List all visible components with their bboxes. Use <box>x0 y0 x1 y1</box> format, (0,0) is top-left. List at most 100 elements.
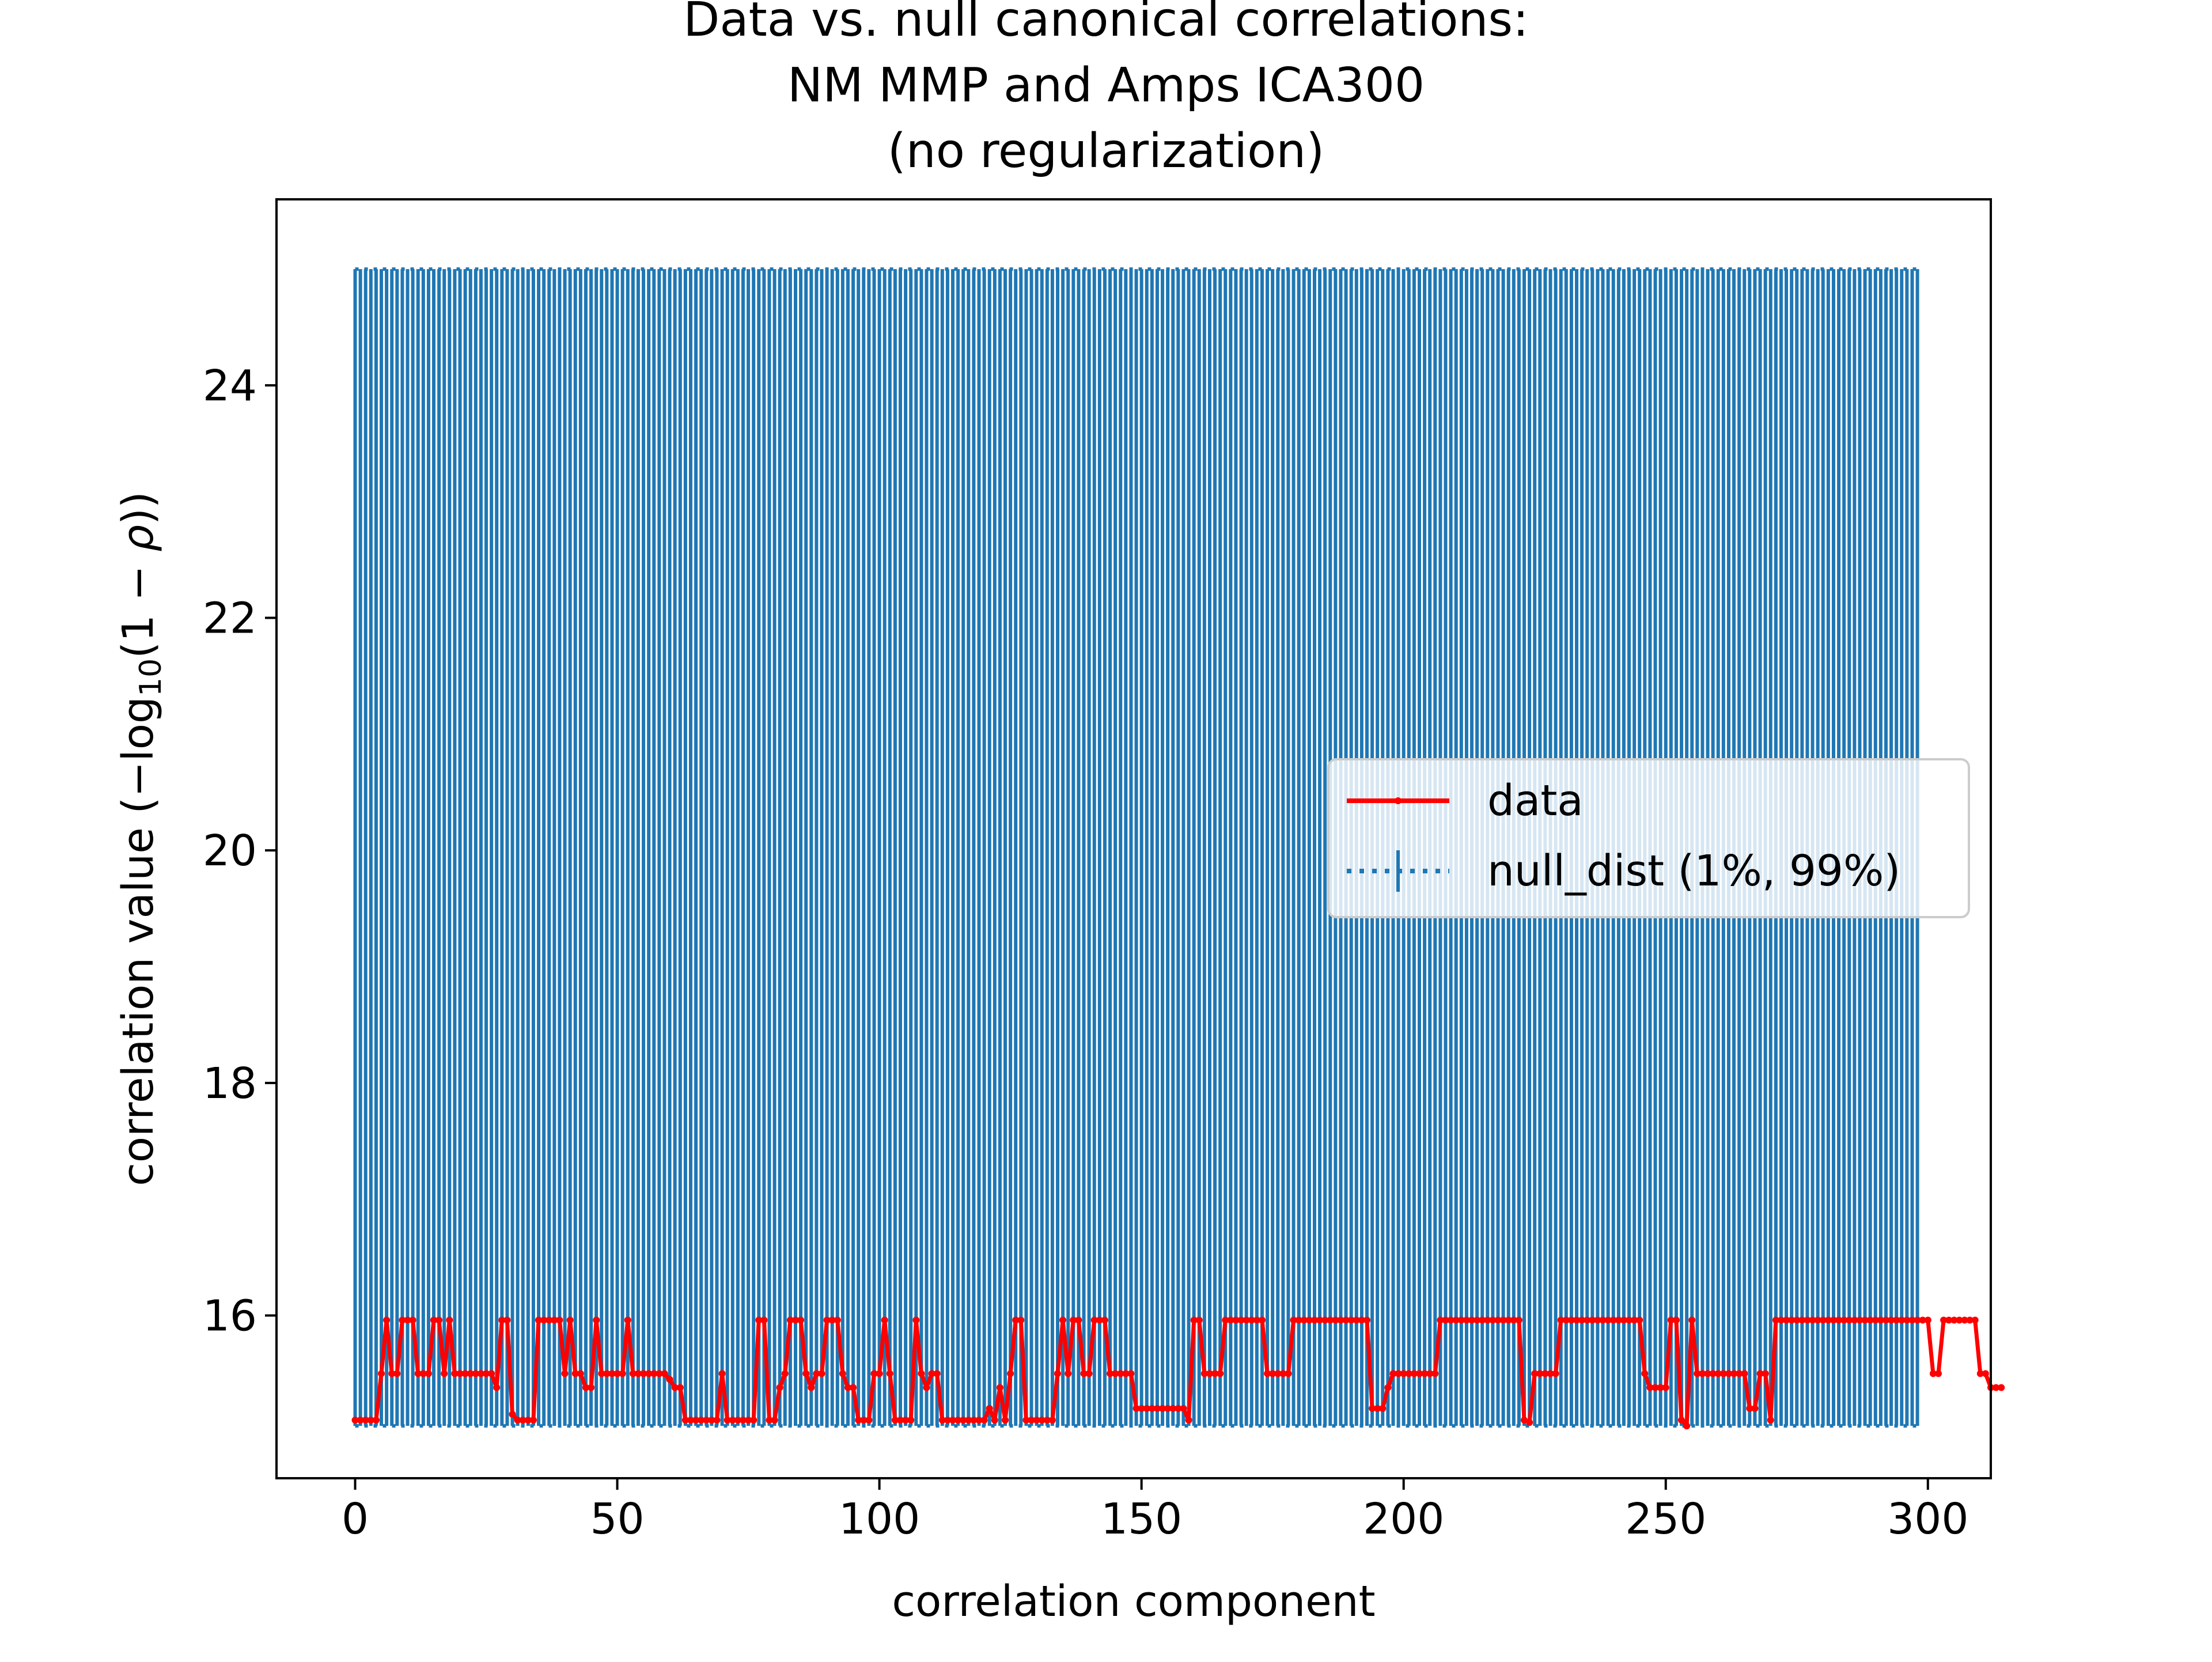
data-point <box>1295 1316 1302 1324</box>
data-point <box>1232 1316 1240 1324</box>
data-point <box>1961 1316 1968 1324</box>
data-point <box>1384 1384 1392 1391</box>
data-point <box>1741 1370 1748 1377</box>
data-point <box>640 1370 647 1377</box>
data-point <box>991 1417 998 1424</box>
data-point <box>593 1316 600 1324</box>
data-point <box>1426 1370 1434 1377</box>
data-point <box>467 1370 474 1377</box>
legend-data-marker-icon <box>1395 797 1402 804</box>
data-point <box>1379 1404 1387 1412</box>
data-point <box>1248 1316 1255 1324</box>
data-point <box>656 1370 663 1377</box>
data-point <box>1793 1316 1801 1324</box>
data-point <box>1788 1316 1796 1324</box>
data-point <box>1353 1316 1360 1324</box>
data-point <box>897 1417 904 1424</box>
data-point <box>996 1384 1003 1391</box>
data-point <box>724 1417 731 1424</box>
data-point <box>1567 1316 1575 1324</box>
data-point <box>1169 1404 1177 1412</box>
data-point <box>1195 1316 1203 1324</box>
data-point <box>1358 1316 1365 1324</box>
data-point <box>1468 1316 1475 1324</box>
data-point <box>1609 1316 1617 1324</box>
data-point <box>802 1370 810 1377</box>
data-point <box>1211 1370 1219 1377</box>
data-point <box>1022 1417 1030 1424</box>
data-point <box>1337 1316 1344 1324</box>
data-point <box>1883 1316 1889 1324</box>
data-point <box>1132 1404 1140 1412</box>
data-point <box>619 1370 626 1377</box>
data-point <box>698 1417 705 1424</box>
data-point <box>1762 1370 1769 1377</box>
x-axis-label: correlation component <box>892 1577 1375 1626</box>
data-point <box>792 1316 799 1324</box>
data-series-points <box>351 1316 2005 1430</box>
data-point <box>1746 1404 1753 1412</box>
data-point <box>855 1417 862 1424</box>
data-point <box>970 1417 978 1424</box>
data-point <box>1626 1316 1633 1324</box>
data-point <box>1531 1370 1539 1377</box>
data-point <box>1814 1316 1821 1324</box>
data-point <box>1159 1404 1166 1412</box>
data-point <box>566 1316 574 1324</box>
data-point <box>708 1417 715 1424</box>
y-axis-label: correlation value (−log10(1 − ρ)) <box>113 491 168 1186</box>
data-point <box>1562 1316 1570 1324</box>
data-point <box>1778 1316 1785 1324</box>
data-point <box>1227 1316 1234 1324</box>
data-point <box>1479 1316 1486 1324</box>
data-point <box>1279 1370 1287 1377</box>
data-point <box>1374 1404 1381 1412</box>
legend: data null_dist (1%, 99%) <box>1327 758 1970 918</box>
data-point <box>425 1370 432 1377</box>
data-point <box>430 1316 437 1324</box>
data-point <box>1259 1316 1266 1324</box>
data-point <box>1452 1316 1460 1324</box>
data-point <box>1783 1316 1790 1324</box>
data-point <box>928 1370 935 1377</box>
data-point <box>1054 1370 1061 1377</box>
data-point <box>514 1417 521 1424</box>
data-point <box>1484 1316 1491 1324</box>
data-point <box>540 1316 548 1324</box>
data-point <box>1929 1370 1937 1377</box>
data-point <box>441 1370 448 1377</box>
y-axis-label-rho: ρ <box>113 525 163 552</box>
data-point <box>1835 1316 1843 1324</box>
data-point <box>1615 1316 1622 1324</box>
data-point <box>483 1370 490 1377</box>
data-point <box>1536 1370 1544 1377</box>
data-point <box>938 1417 946 1424</box>
data-point <box>1369 1404 1376 1412</box>
data-point <box>1998 1384 2005 1391</box>
data-point <box>1447 1316 1455 1324</box>
data-point <box>1510 1316 1517 1324</box>
data-point <box>1206 1370 1213 1377</box>
data-point <box>362 1417 369 1424</box>
data-point <box>766 1417 773 1424</box>
data-point <box>1127 1370 1135 1377</box>
data-point <box>1599 1316 1607 1324</box>
data-point <box>378 1370 385 1377</box>
data-point <box>828 1316 836 1324</box>
data-point <box>786 1316 794 1324</box>
data-point <box>1804 1316 1811 1324</box>
data-point <box>1956 1316 1963 1324</box>
data-point <box>1290 1316 1297 1324</box>
data-point <box>1065 1370 1072 1377</box>
data-point <box>1699 1370 1706 1377</box>
data-point <box>881 1316 888 1324</box>
legend-box <box>1327 758 1970 918</box>
data-point <box>1499 1316 1507 1324</box>
data-point <box>1919 1316 1926 1324</box>
data-point <box>1950 1316 1958 1324</box>
data-point <box>1363 1316 1370 1324</box>
data-point <box>1316 1316 1324 1324</box>
data-point <box>1311 1316 1318 1324</box>
data-point <box>1505 1316 1512 1324</box>
data-point <box>1400 1370 1407 1377</box>
